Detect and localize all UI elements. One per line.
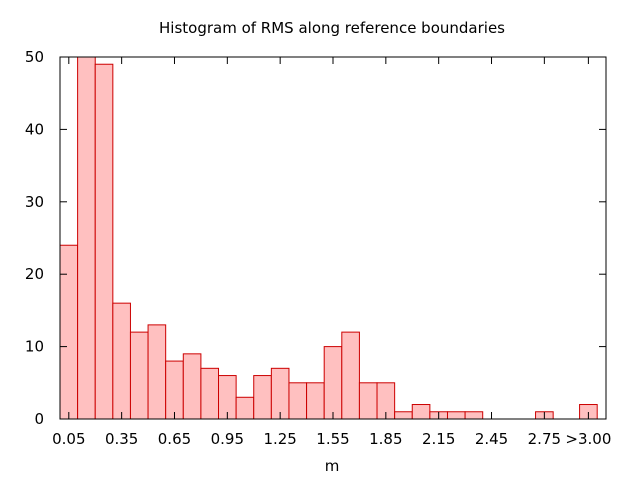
x-axis: 0.05 0.35 0.65 0.95 1.25 1.55 1.85 2.15 2.45 2.75… [52,57,611,448]
x-tick-label: 0.05 [52,430,85,448]
y-tick-label: 20 [25,265,44,283]
y-tick-label: 30 [25,193,44,211]
x-tick-label: 0.95 [211,430,244,448]
x-tick-label: >3.00 [565,430,611,448]
y-tick-label: 0 [34,410,44,428]
x-tick-label: 1.25 [263,430,296,448]
histogram-bar [270,367,290,420]
histogram-bar [464,411,484,420]
y-tick-label: 10 [25,338,44,356]
histogram-bar [446,411,466,420]
histogram-bar [306,382,325,420]
x-tick-label: 0.35 [105,430,138,448]
y-tick-label: 40 [25,120,44,138]
histogram-bar [235,396,255,420]
x-axis-label: m [325,457,340,475]
histogram-bar [200,367,220,420]
histogram-bar [77,56,96,420]
histogram-bar [341,331,360,420]
y-tick-label: 50 [25,48,44,66]
histogram-bar [59,244,79,420]
histogram-bar [394,411,413,420]
x-tick-label: 0.65 [158,430,191,448]
x-tick-label: 2.75 [528,430,561,448]
histogram-bar [147,324,167,420]
x-tick-label: 1.85 [369,430,402,448]
x-tick-label: 1.55 [316,430,349,448]
x-tick-label: 2.15 [422,430,455,448]
histogram-bar [129,331,149,420]
histogram-bar [323,346,343,420]
histogram-bar [182,353,202,420]
histogram-bar [253,375,272,420]
histogram-bar [358,382,378,420]
bars-group [59,56,598,420]
histogram-bar [112,302,131,420]
histogram-bar [94,63,114,420]
chart-title: Histogram of RMS along reference boundar… [159,19,505,37]
histogram-bar [411,404,431,420]
y-axis: 0 10 20 30 40 50 [25,48,606,428]
histogram-bar [165,360,184,420]
x-tick-label: 2.45 [475,430,508,448]
histogram-bar [288,382,308,420]
